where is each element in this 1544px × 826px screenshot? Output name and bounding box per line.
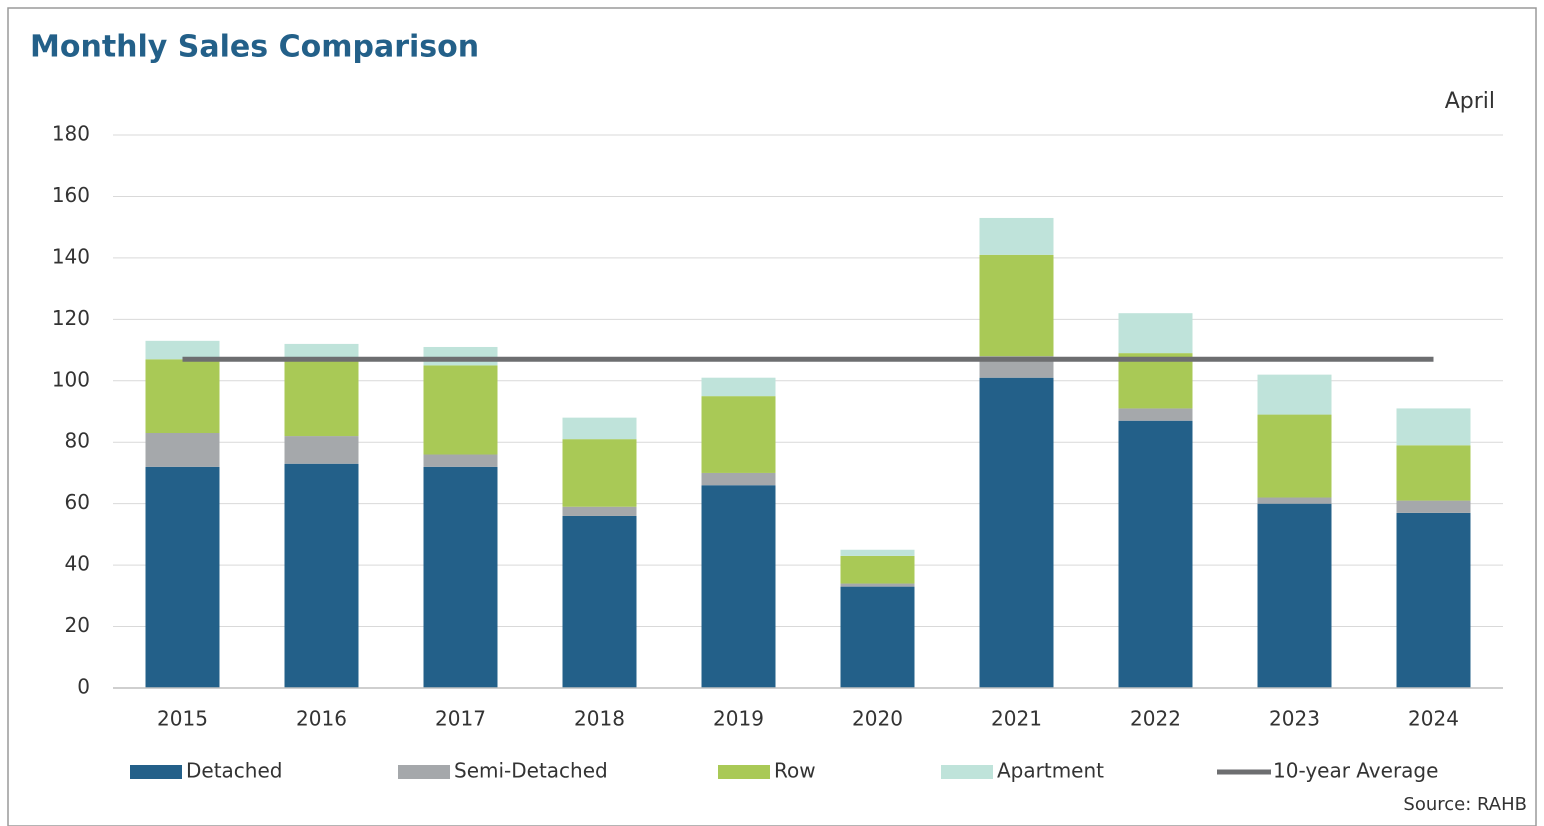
bar-segment	[840, 555, 915, 584]
bar-segment	[562, 417, 637, 440]
bar-segment	[1257, 497, 1332, 504]
bar-segment	[284, 343, 359, 360]
legend-label: Row	[774, 759, 816, 783]
legend-swatch	[398, 765, 450, 779]
y-tick-label: 180	[52, 122, 90, 146]
y-tick-label: 20	[65, 613, 90, 637]
x-tick-label: 2020	[852, 707, 903, 731]
bar-segment	[562, 506, 637, 516]
legend-label: Apartment	[997, 759, 1104, 783]
y-tick-label: 60	[65, 490, 90, 514]
y-tick-label: 100	[52, 367, 90, 391]
bar-segment	[423, 454, 498, 467]
bar-segment	[840, 586, 915, 688]
x-tick-label: 2023	[1269, 707, 1320, 731]
bar-segment	[1118, 353, 1193, 409]
bar-segment	[423, 365, 498, 455]
y-tick-label: 80	[65, 429, 90, 453]
bar-segment	[145, 466, 220, 688]
bar-segment	[701, 377, 776, 397]
legend-label: 10-year Average	[1273, 759, 1438, 783]
bar-segment	[979, 377, 1054, 688]
legend-swatch	[941, 765, 993, 779]
bar-segment	[423, 466, 498, 688]
y-tick-label: 0	[77, 675, 90, 699]
legend-label: Detached	[186, 759, 282, 783]
x-tick-label: 2018	[574, 707, 625, 731]
bar-segment	[1396, 445, 1471, 501]
bar-segment	[701, 396, 776, 473]
bar-segment	[423, 346, 498, 366]
bar-segment	[701, 472, 776, 486]
bar-segment	[1396, 500, 1471, 513]
y-tick-label: 120	[52, 306, 90, 330]
x-tick-label: 2019	[713, 707, 764, 731]
bar-segment	[145, 433, 220, 467]
x-tick-label: 2022	[1130, 707, 1181, 731]
legend-label: Semi-Detached	[454, 759, 608, 783]
annotation: April	[1445, 89, 1495, 114]
y-tick-label: 140	[52, 244, 90, 268]
bar-segment	[284, 463, 359, 688]
bar-segment	[1257, 414, 1332, 498]
chart-title: Monthly Sales Comparison	[30, 30, 479, 65]
bar-segment	[284, 359, 359, 437]
x-tick-label: 2017	[435, 707, 486, 731]
bar-segment	[145, 359, 220, 434]
legend-swatch	[130, 765, 182, 779]
legend-swatch	[718, 765, 770, 779]
bar-segment	[1118, 408, 1193, 421]
x-tick-label: 2015	[157, 707, 208, 731]
bar-segment	[1118, 420, 1193, 688]
bar-segment	[145, 340, 220, 360]
bar-segment	[1257, 374, 1332, 415]
bar-segment	[979, 217, 1054, 255]
bar-segment	[562, 515, 637, 688]
bar-segment	[979, 254, 1054, 357]
x-tick-label: 2024	[1408, 707, 1459, 731]
source: Source: RAHB	[1403, 794, 1527, 815]
bar-segment	[1257, 503, 1332, 688]
bar-segment	[284, 436, 359, 464]
bar-segment	[840, 583, 915, 587]
bar-segment	[1118, 313, 1193, 354]
x-tick-label: 2021	[991, 707, 1042, 731]
x-tick-label: 2016	[296, 707, 347, 731]
y-tick-label: 40	[65, 552, 90, 576]
bar-segment	[701, 485, 776, 688]
bar-segment	[562, 439, 637, 507]
bar-segment	[840, 549, 915, 556]
bar-segment	[1396, 408, 1471, 446]
bar-segment	[1396, 512, 1471, 688]
y-tick-label: 160	[52, 183, 90, 207]
